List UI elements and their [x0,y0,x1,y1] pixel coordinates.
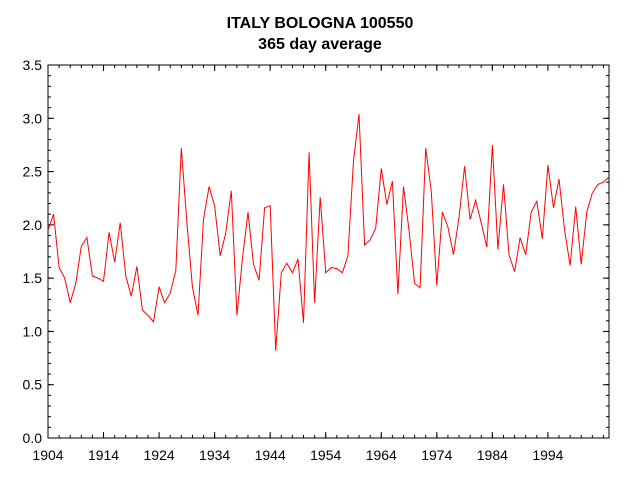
x-tick-label: 1964 [366,447,397,463]
chart-subtitle: 365 day average [258,36,382,53]
x-tick-label: 1934 [199,447,230,463]
y-tick-label: 1.5 [23,270,43,286]
tick-labels: 0.0 0.5 1.0 1.5 2.0 2.5 3.0 3.5 1904 1914 1924 1934… [23,57,564,463]
series-group [47,113,610,351]
y-tick-label: 3.0 [23,110,43,126]
x-tick-label: 1974 [421,447,452,463]
x-tick-label: 1944 [255,447,286,463]
x-tick-label: 1994 [532,447,563,463]
x-tick-label: 1924 [144,447,175,463]
x-tick-label: 1914 [88,447,119,463]
y-tick-label: 0.5 [23,377,43,393]
chart-title: ITALY BOLOGNA 100550 [227,15,414,32]
y-tick-label: 1.0 [23,323,43,339]
series-line [47,113,610,351]
y-tick-label: 2.5 [23,164,43,180]
x-tick-label: 1904 [32,447,63,463]
y-tick-label: 0.0 [23,430,43,446]
y-tick-label: 2.0 [23,217,43,233]
plot-area [47,64,610,439]
x-tick-label: 1954 [310,447,341,463]
y-tick-label: 3.5 [23,57,43,73]
axis-ticks [47,64,609,439]
x-tick-label: 1984 [477,447,508,463]
